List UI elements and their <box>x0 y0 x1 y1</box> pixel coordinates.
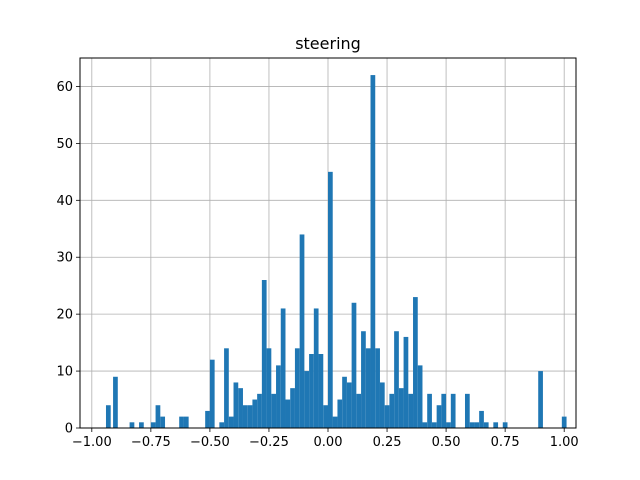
histogram-bar <box>205 410 210 428</box>
histogram-bar <box>247 405 253 428</box>
histogram-bar <box>422 422 428 428</box>
histogram-bar <box>538 371 543 428</box>
x-tick-label: 0.75 <box>491 435 520 450</box>
histogram-bar <box>483 422 489 428</box>
histogram-bar <box>408 393 414 428</box>
histogram-bar <box>365 348 371 428</box>
histogram-bar <box>474 422 480 428</box>
histogram-bar <box>337 399 343 428</box>
histogram-bar <box>309 354 314 428</box>
x-tick-label: −1.00 <box>72 435 112 450</box>
histogram-bar <box>384 405 390 428</box>
histogram-bar <box>209 359 215 428</box>
y-tick-label: 40 <box>56 194 73 209</box>
histogram-bar <box>332 416 338 428</box>
histogram-bar <box>242 405 248 428</box>
histogram-bar <box>276 365 281 428</box>
histogram-bar <box>394 331 399 428</box>
histogram-bar <box>464 393 470 428</box>
histogram-bar <box>139 422 144 428</box>
histogram-bar <box>280 308 286 428</box>
histogram-bar <box>441 393 447 428</box>
histogram-bar <box>299 234 305 428</box>
histogram-bar <box>219 422 225 428</box>
histogram-bar <box>323 405 328 428</box>
y-tick-label: 60 <box>56 80 73 95</box>
y-tick-label: 30 <box>56 251 73 266</box>
histogram-bar <box>403 336 409 428</box>
histogram-bar <box>228 416 234 428</box>
histogram-bar <box>427 393 432 428</box>
histogram-bar <box>561 416 567 428</box>
histogram-bar <box>105 405 111 428</box>
histogram-bar <box>183 416 189 428</box>
histogram-bar <box>479 410 484 428</box>
histogram-bar <box>342 376 347 428</box>
histogram-bar <box>266 348 272 428</box>
x-tick-label: 0.50 <box>432 435 461 450</box>
histogram-bar <box>261 280 267 428</box>
histogram-bar <box>129 422 135 428</box>
histogram-bar <box>328 171 333 428</box>
histogram-bar <box>413 297 418 428</box>
histogram-bar <box>294 348 300 428</box>
histogram-bar <box>493 422 499 428</box>
histogram-bar <box>160 416 166 428</box>
histogram-bar <box>290 388 295 428</box>
histogram-bar <box>285 399 291 428</box>
histogram-bar <box>252 399 258 428</box>
histogram-bar <box>238 388 243 428</box>
y-tick-label: 20 <box>56 308 73 323</box>
histogram-bar <box>318 354 324 428</box>
histogram-bar <box>304 371 310 428</box>
histogram-bar <box>224 348 229 428</box>
histogram-bar <box>257 393 262 428</box>
x-axis-ticks: −1.00 −0.75 −0.50 −0.25 0.00 0.25 0.50 0.75 1.00 <box>72 428 579 450</box>
histogram-bar <box>351 302 357 428</box>
y-tick-label: 50 <box>56 137 73 152</box>
histogram-bar <box>155 405 161 428</box>
histogram-bar <box>361 331 366 428</box>
histogram-bar <box>389 393 395 428</box>
x-tick-label: 1.00 <box>550 435 579 450</box>
histogram-bars <box>105 75 567 429</box>
histogram-bar <box>502 422 508 428</box>
histogram-bar <box>450 393 456 428</box>
histogram-bar <box>313 308 319 428</box>
histogram-bar <box>446 422 451 428</box>
y-axis-ticks: 0 10 20 30 40 50 60 <box>56 80 80 437</box>
histogram-bar <box>431 422 437 428</box>
histogram-bar <box>233 382 239 428</box>
histogram-bar <box>370 75 376 429</box>
histogram-bar <box>398 388 404 428</box>
histogram-bar <box>469 422 475 428</box>
histogram-bar <box>113 376 118 428</box>
x-tick-label: −0.50 <box>190 435 230 450</box>
histogram-bar <box>346 382 352 428</box>
histogram-bar <box>379 382 385 428</box>
y-tick-label: 10 <box>56 365 73 380</box>
y-tick-label: 0 <box>65 422 73 437</box>
chart-title: steering <box>295 34 361 53</box>
histogram-bar <box>356 393 362 428</box>
x-tick-label: −0.25 <box>249 435 289 450</box>
histogram-bar <box>179 416 184 428</box>
histogram-bar <box>436 405 442 428</box>
x-tick-label: 0.00 <box>314 435 343 450</box>
histogram-bar <box>150 422 156 428</box>
histogram-bar <box>271 393 277 428</box>
x-tick-label: −0.75 <box>131 435 171 450</box>
x-tick-label: 0.25 <box>373 435 402 450</box>
histogram-bar <box>375 348 380 428</box>
histogram-bar <box>417 365 423 428</box>
